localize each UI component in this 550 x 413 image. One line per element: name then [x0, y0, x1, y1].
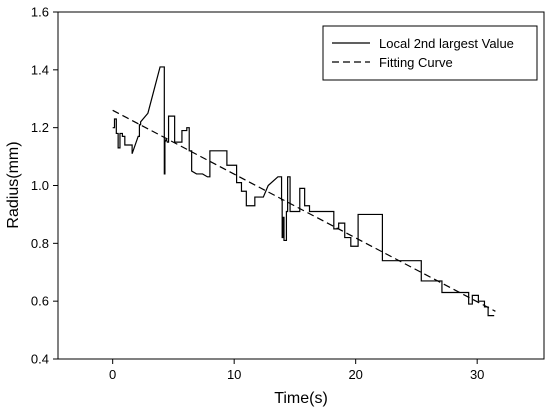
series-layer: [112, 66, 496, 317]
x-axis-label: Time(s): [274, 390, 328, 407]
local-2nd-largest-line: [112, 66, 495, 317]
y-axis: 0.4 0.6 0.8 1.0 1.2 1.4 1.6: [31, 5, 58, 367]
x-tick-label: 30: [470, 367, 484, 382]
legend: Local 2nd largest Value Fitting Curve: [322, 25, 538, 81]
y-tick-label: 1.4: [31, 62, 49, 77]
legend-label-fitting-curve: Fitting Curve: [379, 55, 453, 70]
legend-box: [322, 25, 538, 81]
x-tick-label: 10: [227, 367, 241, 382]
y-tick-label: 1.0: [31, 178, 49, 193]
y-tick-label: 0.4: [31, 352, 49, 367]
x-tick-label: 20: [348, 367, 362, 382]
y-tick-label: 0.8: [31, 236, 49, 251]
x-axis: 0 10 20 30: [109, 359, 484, 382]
fitting-curve-line: [112, 109, 496, 312]
y-tick-label: 1.6: [31, 5, 49, 20]
y-tick-label: 1.2: [31, 120, 49, 135]
y-tick-label: 0.6: [31, 294, 49, 309]
y-axis-label: Radius(mm): [5, 141, 22, 228]
legend-label-local-2nd-largest: Local 2nd largest Value: [379, 36, 514, 51]
x-tick-label: 0: [109, 367, 116, 382]
